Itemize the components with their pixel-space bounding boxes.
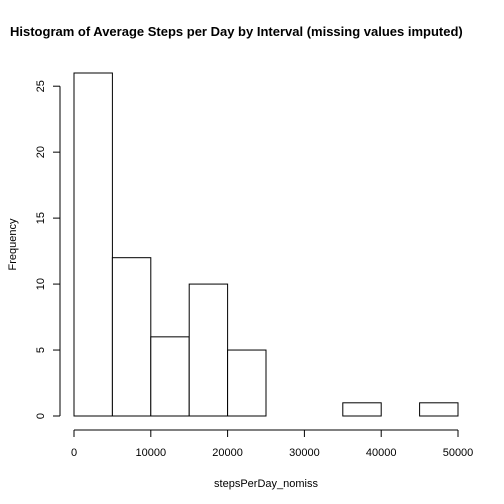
y-tick-label-2: 10 [35, 278, 47, 290]
histogram-bar-7 [343, 403, 381, 416]
histogram-bar-9 [420, 403, 458, 416]
histogram-bar-2 [151, 337, 189, 416]
histogram-bar-3 [189, 284, 227, 416]
y-tick-label-4: 20 [35, 146, 47, 158]
y-axis-label: Frequency [7, 218, 19, 270]
y-tick-label-5: 25 [35, 80, 47, 92]
y-tick-label-0: 0 [35, 413, 47, 419]
x-tick-label-2: 20000 [212, 447, 243, 459]
x-tick-label-0: 0 [71, 447, 77, 459]
x-tick-label-4: 40000 [366, 447, 397, 459]
histogram-bar-4 [228, 350, 266, 416]
x-tick-label-3: 30000 [289, 447, 320, 459]
chart-title: Histogram of Average Steps per Day by In… [10, 24, 463, 39]
y-tick-label-3: 15 [35, 212, 47, 224]
histogram-bar-1 [112, 258, 150, 416]
histogram-bar-0 [74, 73, 112, 416]
bars-group [74, 73, 458, 416]
y-axis: 0 5 10 15 20 25 [35, 80, 60, 419]
x-tick-label-1: 10000 [136, 447, 167, 459]
x-axis: 0 10000 20000 30000 40000 50000 [71, 430, 473, 459]
x-axis-label: stepsPerDay_nomiss [214, 478, 318, 490]
y-tick-label-1: 5 [35, 347, 47, 353]
x-tick-label-5: 50000 [443, 447, 474, 459]
